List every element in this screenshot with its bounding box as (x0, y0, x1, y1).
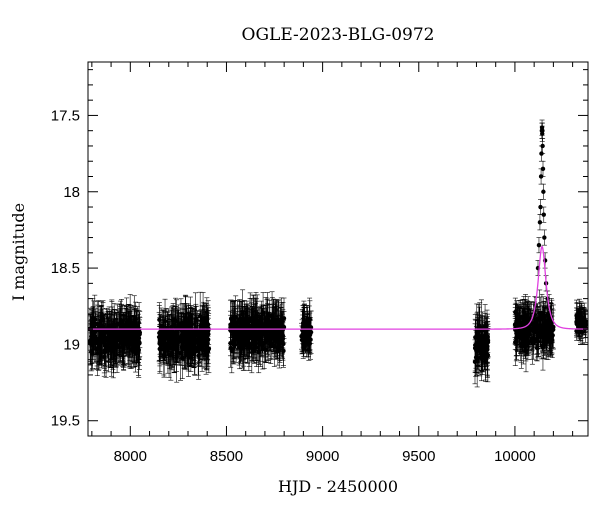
marker (299, 337, 305, 343)
marker (108, 337, 113, 342)
data-point (164, 326, 170, 365)
data-point (128, 331, 134, 369)
marker (176, 335, 181, 340)
marker (256, 332, 261, 337)
marker (114, 331, 119, 336)
data-point (173, 321, 179, 361)
marker (235, 320, 240, 325)
marker (275, 349, 281, 354)
marker (128, 331, 134, 336)
marker (178, 350, 183, 356)
data-point (175, 318, 181, 357)
data-point (161, 317, 167, 359)
marker (134, 339, 140, 345)
chart-title: OGLE-2023-BLG-0972 (242, 25, 435, 45)
data-point (157, 314, 163, 365)
marker (94, 338, 99, 343)
marker (157, 336, 163, 342)
data-point (128, 316, 134, 352)
marker (252, 338, 257, 344)
marker (203, 337, 208, 342)
marker (280, 324, 285, 329)
marker (267, 319, 273, 324)
marker (245, 335, 250, 340)
data-point (100, 300, 106, 340)
marker (189, 334, 195, 339)
marker (171, 344, 176, 350)
data-point (178, 325, 184, 381)
marker (273, 338, 278, 343)
marker (232, 331, 237, 337)
marker (275, 319, 280, 324)
data-layer (87, 119, 589, 388)
marker (184, 351, 190, 356)
data-point (120, 318, 126, 363)
marker (131, 339, 136, 345)
data-point (109, 318, 115, 351)
data-point (94, 318, 100, 362)
data-point (182, 313, 188, 370)
marker (120, 338, 126, 343)
marker (137, 332, 142, 337)
data-point (181, 303, 187, 348)
marker (110, 342, 116, 348)
marker (237, 323, 243, 329)
marker (242, 341, 248, 346)
marker (164, 343, 169, 348)
marker (260, 310, 266, 315)
marker (204, 329, 209, 335)
marker (249, 333, 254, 338)
marker (268, 333, 273, 338)
marker (126, 324, 131, 329)
marker (264, 326, 270, 331)
marker (129, 347, 134, 352)
data-point (203, 312, 209, 352)
marker (260, 324, 265, 329)
data-point (193, 315, 199, 354)
marker (175, 329, 180, 335)
marker (251, 329, 257, 334)
marker (95, 321, 100, 327)
marker (204, 353, 210, 358)
marker (307, 341, 313, 346)
data-point (90, 316, 96, 355)
data-point (137, 311, 143, 358)
marker (169, 351, 175, 356)
marker (174, 338, 179, 344)
marker (100, 317, 106, 323)
data-point (132, 320, 138, 352)
marker (185, 326, 191, 331)
data-point (158, 319, 164, 350)
marker (183, 339, 188, 344)
marker (109, 332, 114, 337)
marker (161, 335, 167, 340)
data-point (234, 300, 240, 345)
data-point (196, 332, 202, 359)
marker (228, 322, 233, 327)
marker (246, 344, 252, 349)
data-point (113, 311, 119, 356)
marker (159, 332, 164, 337)
marker (190, 345, 195, 351)
marker (196, 343, 202, 348)
marker (126, 339, 131, 345)
marker (193, 332, 199, 337)
marker (98, 327, 103, 333)
marker (186, 339, 191, 344)
marker (242, 321, 247, 326)
marker (91, 333, 96, 338)
marker (181, 323, 186, 328)
